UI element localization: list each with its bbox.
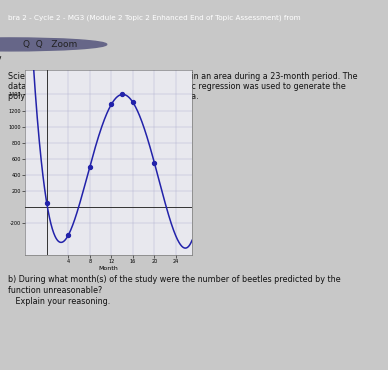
Text: y: y — [0, 54, 1, 63]
Point — [119, 91, 125, 97]
Text: polynomial function to best represent the data.: polynomial function to best represent th… — [8, 92, 199, 101]
Text: data from the study was plotted, and a quartic regression was used to generate t: data from the study was plotted, and a q… — [8, 82, 346, 91]
Text: b) During what month(s) of the study were the number of beetles predicted by the: b) During what month(s) of the study wer… — [8, 275, 341, 284]
Text: bra 2 - Cycle 2 - MG3 (Module 2 Topic 2 Enhanced End of Topic Assessment) from: bra 2 - Cycle 2 - MG3 (Module 2 Topic 2 … — [8, 14, 300, 21]
Circle shape — [0, 38, 107, 51]
Point — [43, 200, 50, 206]
X-axis label: Month: Month — [99, 266, 118, 271]
Point — [87, 164, 93, 170]
Point — [130, 99, 136, 105]
Text: Scientists recorded the population of beetles in an area during a 23-month perio: Scientists recorded the population of be… — [8, 72, 357, 81]
Text: Explain your reasoning.: Explain your reasoning. — [8, 297, 110, 306]
Text: Q  Q   Zoom: Q Q Zoom — [23, 40, 78, 49]
Text: function unreasonable?: function unreasonable? — [8, 286, 102, 295]
Point — [65, 232, 71, 238]
Point — [151, 160, 158, 166]
Point — [108, 101, 114, 107]
